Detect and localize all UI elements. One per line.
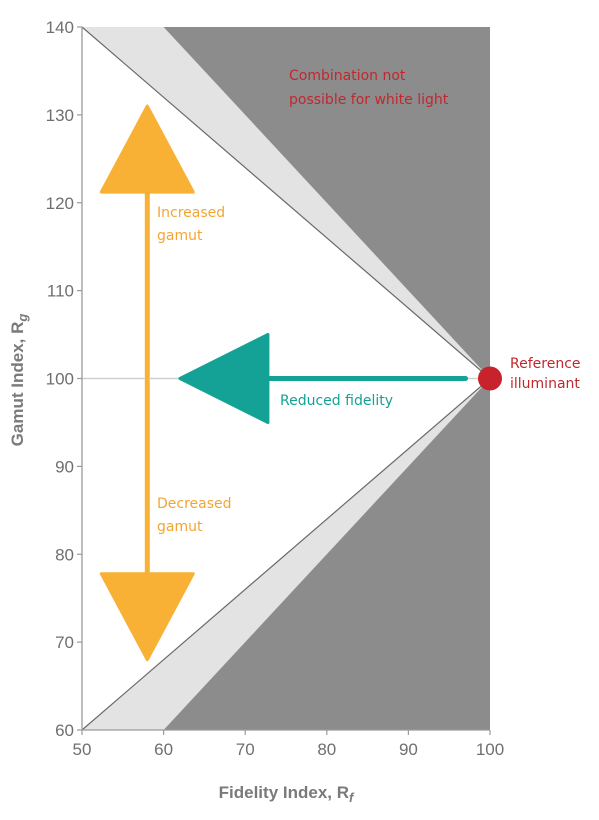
x-axis-title: Fidelity Index, Rf bbox=[219, 783, 355, 805]
x-tick-label: 70 bbox=[236, 740, 255, 759]
annotation-decreased: Decreased gamut bbox=[157, 496, 232, 535]
y-tick-label: 70 bbox=[55, 633, 74, 652]
annotation-reference: Reference illuminant bbox=[510, 356, 581, 392]
fidelity-arrow-head bbox=[180, 335, 268, 423]
y-tick-label: 90 bbox=[55, 457, 74, 476]
y-tick-label: 60 bbox=[55, 721, 74, 740]
y-tick-label: 80 bbox=[55, 545, 74, 564]
reference-point bbox=[478, 367, 502, 391]
x-tick-label: 50 bbox=[73, 740, 92, 759]
gamut-up-arrow-head bbox=[101, 106, 193, 192]
y-tick-label: 130 bbox=[46, 106, 74, 125]
x-tick-label: 80 bbox=[317, 740, 336, 759]
y-tick-label: 100 bbox=[46, 370, 74, 389]
annotation-reduced: Reduced fidelity bbox=[280, 393, 393, 409]
y-tick-label: 140 bbox=[46, 18, 74, 37]
y-axis-title: Gamut Index, Rg bbox=[8, 314, 30, 447]
x-tick-label: 90 bbox=[399, 740, 418, 759]
y-tick-label: 110 bbox=[47, 282, 74, 301]
x-tick-label: 100 bbox=[476, 740, 504, 759]
annotation-increased: Increased gamut bbox=[157, 205, 225, 244]
x-tick-label: 60 bbox=[154, 740, 173, 759]
y-tick-label: 120 bbox=[46, 194, 74, 213]
